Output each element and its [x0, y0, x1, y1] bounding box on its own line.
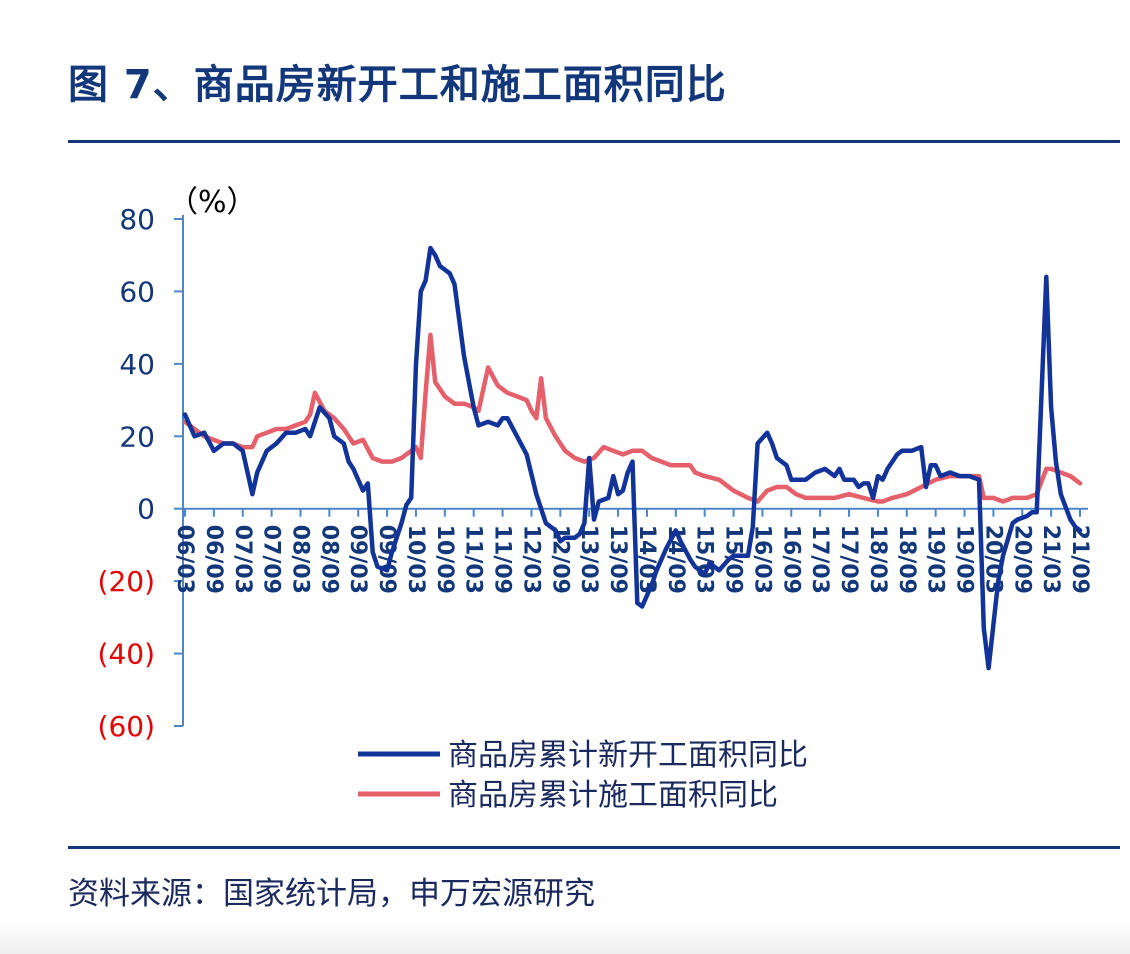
y-tick-label: 80	[119, 203, 155, 236]
y-tick-label: (40)	[98, 638, 155, 671]
x-tick-label: 09/03	[345, 525, 370, 594]
x-tick-label: 10/03	[403, 525, 428, 594]
series-line-0	[182, 245, 1083, 671]
y-tick-label: 0	[137, 493, 155, 526]
x-tick-label: 06/09	[201, 525, 226, 594]
y-tick-label: (60)	[98, 710, 155, 743]
y-tick-label: 40	[119, 348, 155, 381]
x-tick-label: 21/03	[1038, 525, 1063, 594]
footer-divider	[68, 846, 1120, 849]
plot-lines	[182, 245, 1083, 671]
legend-label-1: 商品房累计施工面积同比	[448, 778, 778, 813]
source-note: 资料来源：国家统计局，申万宏源研究	[68, 876, 595, 912]
y-tick-label: (20)	[98, 565, 155, 598]
bottom-band	[0, 920, 1130, 954]
x-tick-label: 08/03	[287, 525, 312, 594]
y-tick-label: 60	[119, 275, 155, 308]
x-tick-label: 19/09	[952, 525, 977, 594]
y-tick-label: 20	[119, 420, 155, 453]
x-tick-label: 18/09	[894, 525, 919, 594]
x-tick-label: 19/03	[923, 525, 948, 594]
x-tick-label: 18/03	[865, 525, 890, 594]
x-tick-label: 17/09	[836, 525, 861, 594]
x-tick-label: 10/09	[432, 525, 457, 594]
x-tick-label: 17/03	[807, 525, 832, 594]
x-tick-label: 11/09	[490, 525, 515, 594]
x-tick-label: 11/03	[461, 525, 486, 594]
x-tick-label: 21/09	[1067, 525, 1092, 594]
x-axis: 06/03 06/09 07/03 07/09 08/03 08/09 09/03 09/09…	[172, 507, 1092, 594]
x-tick-label: 07/09	[259, 525, 284, 594]
page-title: 图 7、商品房新开工和施工面积同比	[68, 62, 727, 108]
x-tick-label: 12/03	[518, 525, 543, 594]
x-tick-label: 20/09	[1009, 525, 1034, 594]
x-tick-label: 15/09	[721, 525, 746, 594]
legend-label-0: 商品房累计新开工面积同比	[448, 738, 808, 773]
x-tick-label: 06/03	[172, 525, 197, 594]
x-tick-label: 15/03	[692, 525, 717, 594]
y-axis: 80 60 40 20 0 (20) (40) (60)	[98, 203, 184, 743]
x-tick-label: 16/03	[749, 525, 774, 594]
unit-label: （%）	[168, 185, 257, 220]
x-tick-label: 13/09	[605, 525, 630, 594]
x-tick-label: 16/09	[778, 525, 803, 594]
title-divider	[68, 140, 1120, 143]
x-tick-label: 08/09	[316, 525, 341, 594]
x-tick-label: 14/09	[663, 525, 688, 594]
x-tick-label: 07/03	[230, 525, 255, 594]
